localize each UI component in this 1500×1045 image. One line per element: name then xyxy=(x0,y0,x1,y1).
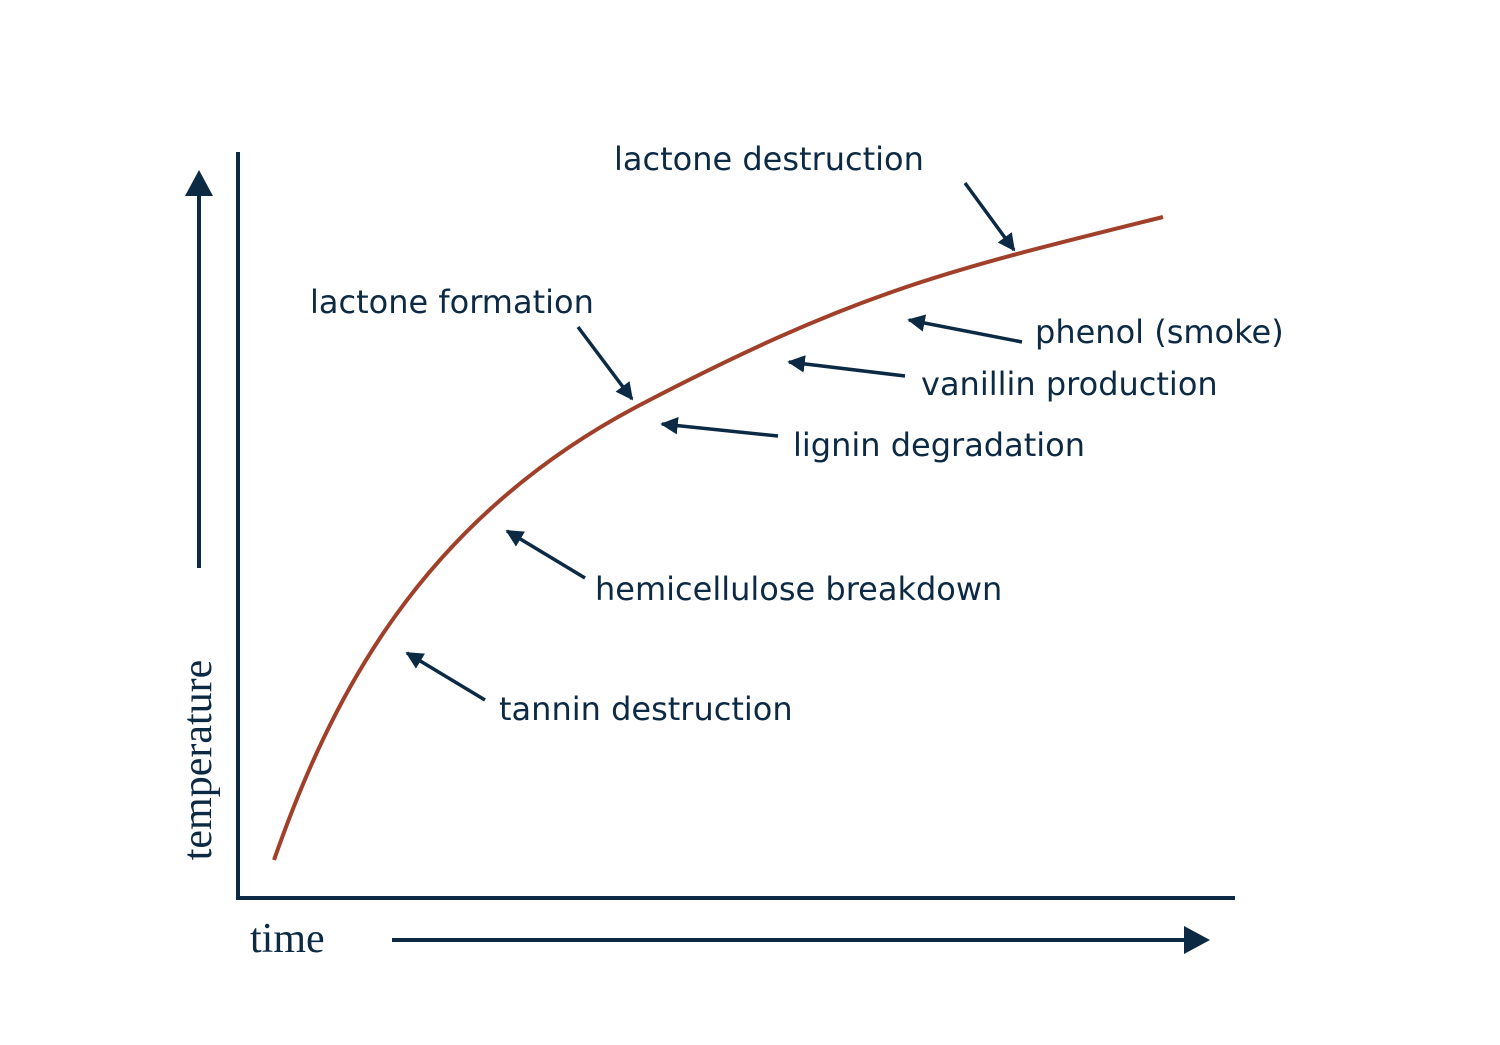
annotation-arrow xyxy=(907,314,1023,344)
annotation-arrow xyxy=(405,651,486,702)
annotation-arrow xyxy=(505,529,586,580)
annotation: vanillin production xyxy=(921,365,1218,403)
x-arrow-head xyxy=(1184,926,1210,954)
annotation: lactone destruction xyxy=(614,140,924,178)
y-arrow-head xyxy=(185,170,213,196)
annotation-arrow xyxy=(963,181,1016,252)
annotation-arrow xyxy=(576,325,634,401)
annotation: lignin degradation xyxy=(793,426,1085,464)
annotation: phenol (smoke) xyxy=(1035,313,1284,351)
y-axis-label: temperature xyxy=(175,660,221,861)
annotation: lactone formation xyxy=(310,283,594,321)
annotation: tannin destruction xyxy=(499,690,793,728)
annotation-arrow xyxy=(660,416,779,438)
annotation: hemicellulose breakdown xyxy=(595,570,1002,608)
annotation-arrow xyxy=(787,355,906,378)
x-axis-label: time xyxy=(250,916,325,962)
temperature-curve xyxy=(272,215,1164,861)
